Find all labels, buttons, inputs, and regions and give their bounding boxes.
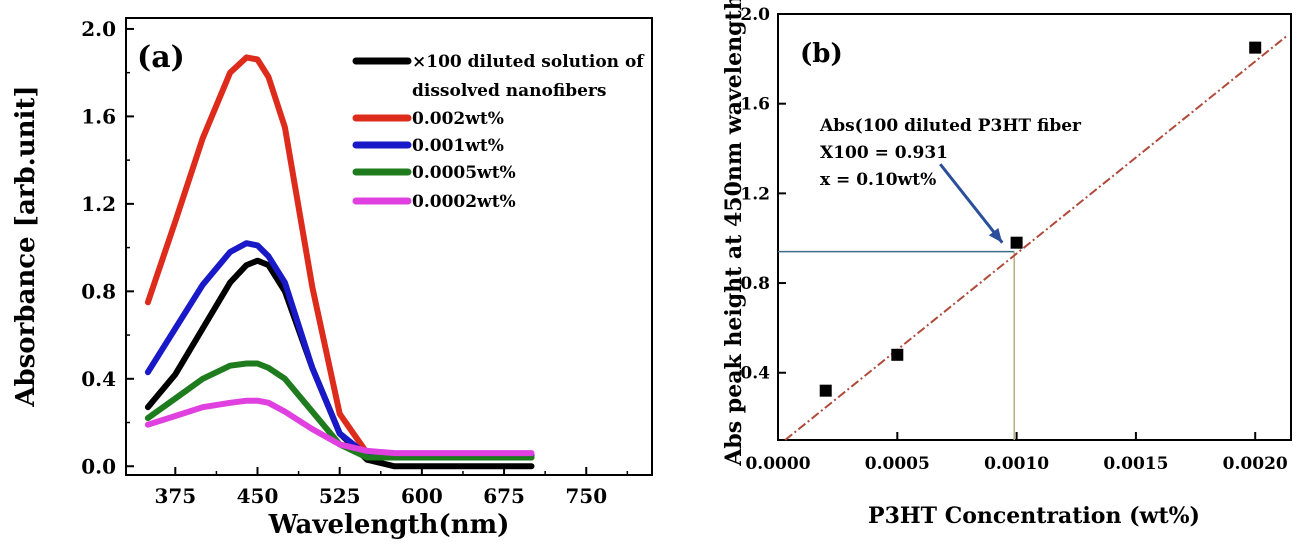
panel-a-y-tick-label: 2.0 — [81, 17, 116, 41]
panel-b-y-tick-label: 1.2 — [740, 184, 770, 204]
panel-a-ticks: 375 450 525 600 675 750 0.0 0.4 0.8 1.2 1.6 2.0 — [81, 17, 629, 508]
panel-a-x-axis-title: Wavelength(nm) — [268, 510, 510, 540]
panel-b-y-tick-label: 2.0 — [740, 5, 770, 25]
panel-b-x-axis-title: P3HT Concentration (wt%) — [868, 503, 1200, 529]
panel-a-legend-label-0-line-1: dissolved nanofibers — [412, 81, 606, 101]
panel-a-y-tick-label: 1.2 — [81, 192, 116, 216]
panel-b-y-tick-label: 0.4 — [740, 364, 770, 384]
panel-b-reference-lines — [778, 250, 1015, 440]
panel-a-series-line-4 — [144, 397, 535, 457]
panel-b-data-point — [1010, 236, 1023, 249]
panel-a-x-tick-label: 525 — [319, 484, 361, 508]
panel-b-fit-line — [784, 35, 1287, 441]
panel-b-y-axis-title: Abs peak height at 450nm wavelength — [721, 0, 747, 467]
panel-a-y-axis-title: Absorbance [arb.unit] — [11, 85, 41, 407]
panel-b-x-tick-label: 0.0010 — [984, 454, 1049, 474]
panel-b-annotation-arrow-head — [988, 227, 1003, 243]
panel-b-ticks: 0.0000 0.0005 0.0010 0.0015 0.0020 0.4 0.8 1.2 1… — [740, 5, 1287, 474]
panel-a-series-group — [144, 54, 535, 470]
panel-b-x-tick-label: 0.0015 — [1103, 454, 1168, 474]
panel-b-annotation-line-1: X100 = 0.931 — [820, 143, 948, 163]
panel-a-x-tick-label: 750 — [565, 484, 607, 508]
panel-a-legend-label-2: 0.001wt% — [412, 136, 504, 156]
panel-a-x-tick-label: 600 — [401, 484, 443, 508]
panel-a-series-line-2 — [144, 240, 535, 459]
panel-a-x-tick-label: 450 — [237, 484, 279, 508]
panel-b-data-point — [819, 384, 832, 397]
panel-b-annotation-line-2: x = 0.10wt% — [820, 170, 936, 190]
panel-a-legend: ×100 diluted solution of dissolved nanofi… — [352, 52, 645, 212]
panel-b-annotation-line-0: Abs(100 diluted P3HT fiber — [819, 116, 1082, 136]
panel-b-data-point — [1249, 41, 1262, 54]
panel-b-y-tick-label: 1.6 — [740, 95, 770, 115]
panel-b-annotation: Abs(100 diluted P3HT fiber X100 = 0.931 x … — [819, 116, 1082, 244]
panel-a-y-tick-label: 0.4 — [81, 367, 116, 391]
panel-b-data-point — [891, 348, 904, 361]
panel-a-y-tick-label: 0.0 — [81, 454, 116, 478]
panel-a-label: (a) — [137, 40, 185, 75]
panel-a-plot-frame — [125, 17, 653, 476]
panel-a-legend-label-3: 0.0005wt% — [412, 163, 516, 183]
panel-b-x-tick-label: 0.0000 — [745, 454, 810, 474]
panel-b-plot-frame — [777, 13, 1292, 441]
panel-b-y-tick-label: 0.8 — [740, 274, 770, 294]
panel-a-legend-label-0-line-0: ×100 diluted solution of — [412, 52, 645, 72]
panel-b-x-tick-label: 0.0005 — [865, 454, 930, 474]
panel-a-legend-label-4: 0.0002wt% — [412, 192, 516, 212]
panel-b-x-tick-label: 0.0020 — [1223, 454, 1288, 474]
panel-a-series-line-3 — [144, 360, 535, 461]
panel-b-label: (b) — [800, 39, 843, 69]
panel-b-calibration-chart: 0.0000 0.0005 0.0010 0.0015 0.0020 0.4 0.8 1.2 1… — [721, 0, 1292, 529]
panel-a-x-tick-label: 675 — [483, 484, 525, 508]
panel-b-annotation-arrow-shaft — [939, 163, 1004, 244]
panel-a-x-tick-label: 375 — [154, 484, 196, 508]
panel-b-data-points — [819, 41, 1262, 397]
panel-a-legend-label-1: 0.002wt% — [412, 109, 504, 129]
panel-a-absorbance-chart: 375 450 525 600 675 750 0.0 0.4 0.8 1.2 1.6 2.0 (a)… — [11, 17, 653, 540]
panel-b-fit-line-group — [784, 35, 1287, 441]
panel-a-y-tick-label: 1.6 — [81, 104, 116, 128]
panel-a-y-tick-label: 0.8 — [81, 279, 116, 303]
